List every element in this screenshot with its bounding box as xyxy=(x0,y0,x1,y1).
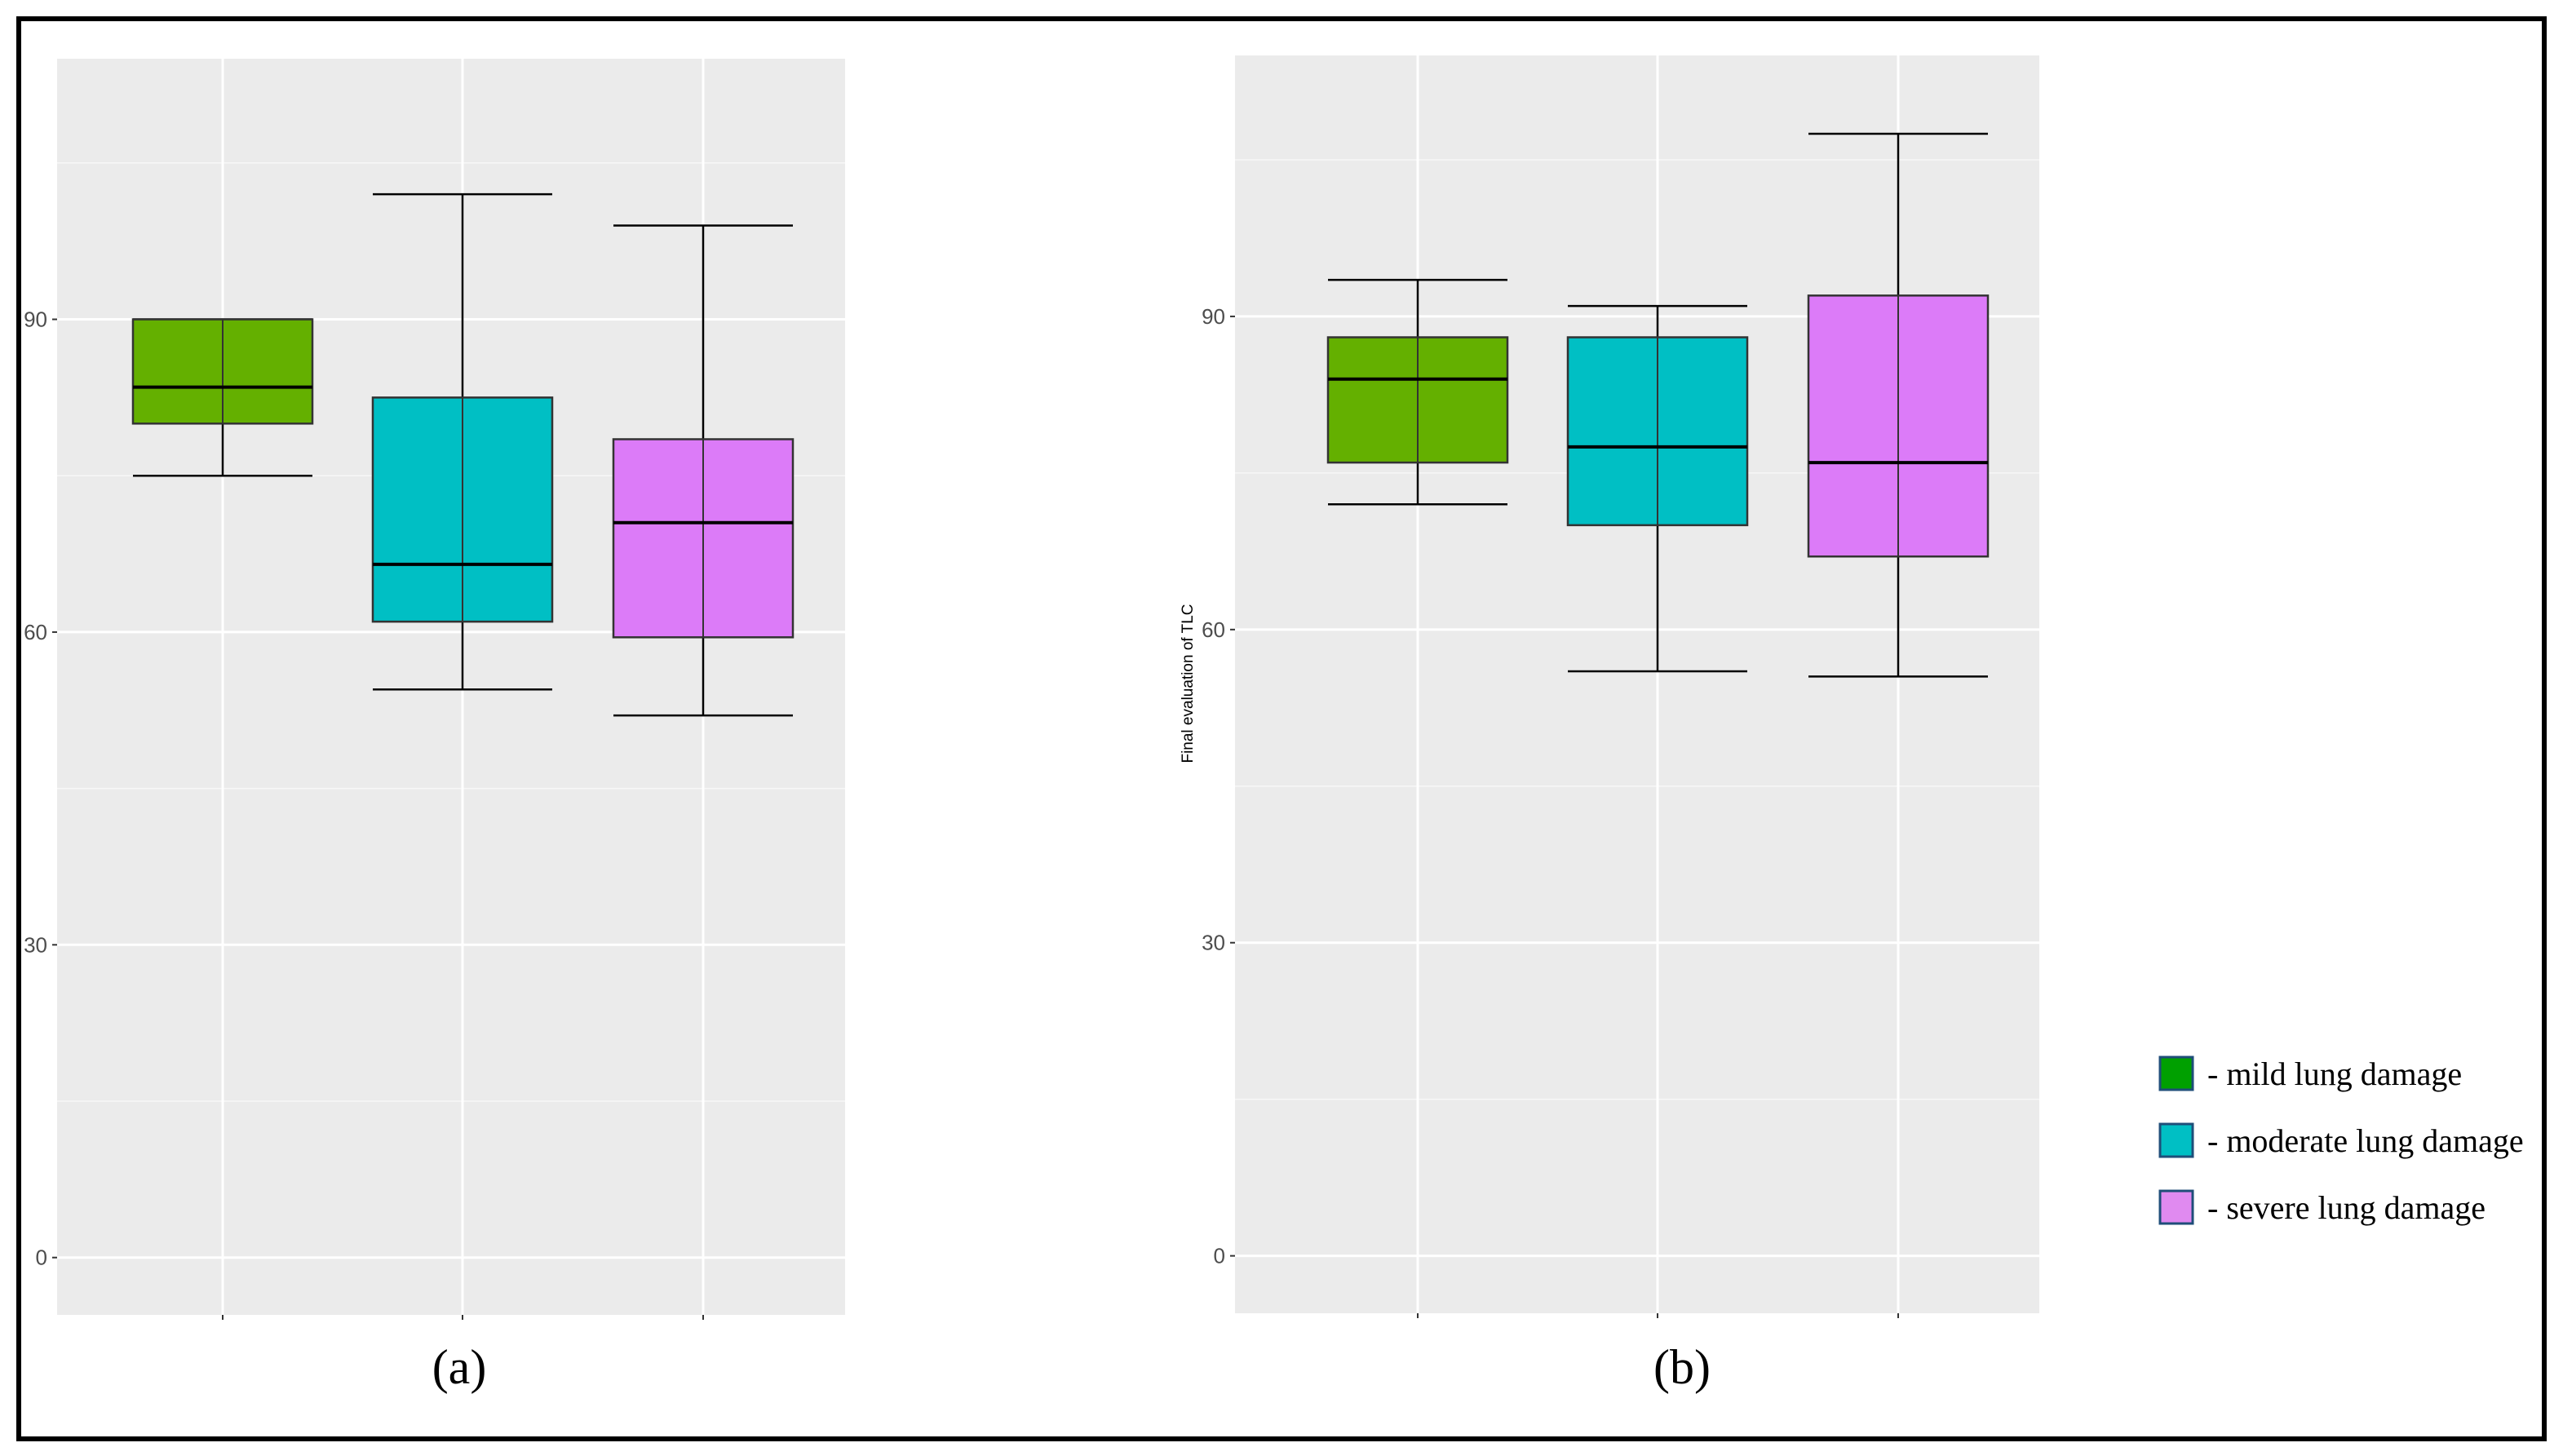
boxes-b xyxy=(1326,132,1990,678)
y-tick-label: 30 xyxy=(24,932,47,957)
box-severe-lung-damage xyxy=(1807,132,1990,678)
y-tick-label: 90 xyxy=(24,308,47,332)
y-tick-labels-a: 0 30 60 90 xyxy=(24,308,47,1270)
box-moderate-lung-damage xyxy=(1566,304,1749,673)
boxes-a xyxy=(131,193,795,717)
y-tick-label: 30 xyxy=(1202,931,1225,955)
y-tick-label: 60 xyxy=(24,620,47,644)
legend-item-mild: - mild lung damage xyxy=(2158,1055,2462,1092)
y-axis-label-b: Final evaluation of TLC xyxy=(1180,604,1197,763)
y-tick-label: 0 xyxy=(1214,1244,1225,1268)
plot-background-b xyxy=(1235,55,2039,1313)
panel-a: 0 30 60 90 (a) xyxy=(24,59,845,1394)
legend-swatch-mild xyxy=(2158,1055,2194,1091)
box-mild-lung-damage xyxy=(131,318,314,477)
y-tick-labels-b: 0 30 60 90 xyxy=(1202,304,1225,1268)
legend-label-mild: - mild lung damage xyxy=(2207,1055,2462,1092)
plot-background-a xyxy=(57,59,845,1315)
legend-item-severe: - severe lung damage xyxy=(2158,1189,2486,1226)
legend-label-moderate: - moderate lung damage xyxy=(2207,1122,2524,1159)
y-tick-label: 90 xyxy=(1202,304,1225,329)
figure-border xyxy=(16,16,2547,1441)
box-mild-lung-damage xyxy=(1326,278,1509,506)
panel-b: 0 30 60 90 Final evaluation of TLC (b) xyxy=(1180,55,2039,1394)
box-severe-lung-damage xyxy=(612,224,795,717)
legend-item-moderate: - moderate lung damage xyxy=(2158,1122,2524,1159)
legend-swatch-moderate xyxy=(2158,1122,2194,1158)
legend-label-severe: - severe lung damage xyxy=(2207,1189,2486,1226)
panel-label-b: (b) xyxy=(1653,1340,1711,1394)
y-tick-label: 60 xyxy=(1202,617,1225,642)
box-moderate-lung-damage xyxy=(371,193,554,691)
panel-label-a: (a) xyxy=(432,1340,487,1394)
legend-swatch-severe xyxy=(2158,1189,2194,1225)
y-tick-label: 0 xyxy=(36,1246,47,1270)
legend: - mild lung damage - moderate lung damag… xyxy=(2158,1055,2524,1226)
